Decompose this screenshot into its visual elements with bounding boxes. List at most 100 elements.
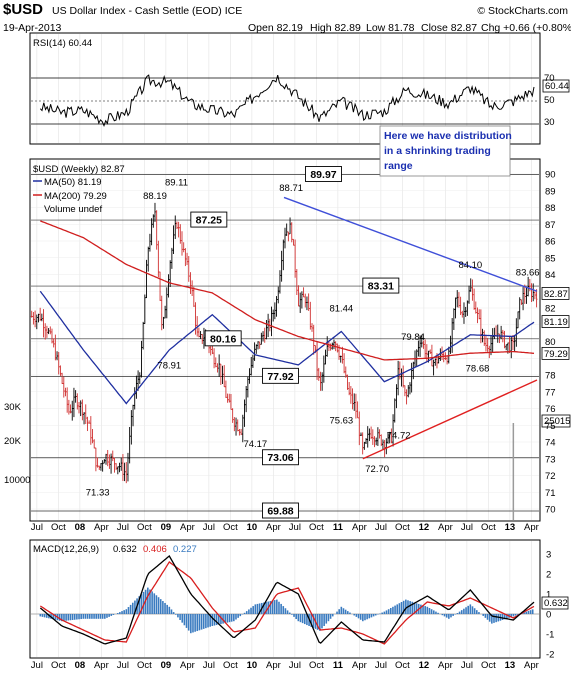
low-value: Low 81.78 (366, 22, 415, 34)
macd-panel (29, 539, 541, 659)
annotation-box (379, 125, 511, 177)
trendline-marks (283, 196, 538, 460)
x-axis-label: 12 (419, 522, 430, 533)
rsi-marks (39, 74, 535, 127)
volume-tick: 10000 (4, 475, 30, 486)
price-legend-ma200: MA(200) 79.29 (44, 191, 107, 202)
level-label: 73.06 (267, 452, 293, 464)
volume-last-value: 25015 (544, 416, 570, 427)
moving-average-marks (39, 220, 535, 405)
peak-label: 74.72 (387, 431, 411, 442)
x-axis-label: Oct (481, 660, 496, 671)
x-axis-label: Apr (94, 660, 109, 671)
x-axis-label: Apr (438, 522, 453, 533)
peak-label: 81.44 (329, 303, 353, 314)
x-axis-label: Apr (438, 660, 453, 671)
price-tick: 80 (545, 337, 556, 348)
x-axis-label: Oct (309, 522, 324, 533)
x-axis-label: 12 (419, 660, 430, 671)
macd-line (39, 555, 535, 645)
x-axis-label: Jul (31, 522, 43, 533)
rsi-tick-70: 70 (544, 73, 555, 84)
price-tick: 73 (545, 454, 556, 465)
peak-label: 84.10 (458, 260, 482, 271)
x-axis-label: Jul (31, 660, 43, 671)
x-axis-label: Jul (289, 522, 301, 533)
price-labels: 82.87 81.19 79.29 89.97 87.25 83.31 80.16 77.92… (86, 166, 570, 519)
x-axis-label: Oct (223, 660, 238, 671)
level-box (305, 166, 342, 182)
x-axis-label: 10 (247, 522, 258, 533)
price-legend-volume: Volume undef (44, 204, 102, 215)
change-value: Chg +0.66 (+0.80%) (481, 22, 571, 34)
price-tick: 86 (545, 237, 556, 248)
x-axis-label: Apr (524, 660, 539, 671)
macd-tick: 0 (546, 610, 551, 621)
level-label: 83.31 (368, 281, 394, 293)
peak-label: 74.17 (243, 439, 267, 450)
last-ma50-value-box (541, 315, 570, 328)
rsi-last-value: 60.44 (545, 81, 569, 92)
price-legend-title: $USD (Weekly) 82.87 (33, 164, 125, 175)
price-tick: 85 (545, 253, 556, 264)
x-axis-label: Apr (266, 522, 281, 533)
x-axis-labels: Jul Jul Oct Oct 08 08 Apr Apr Jul Jul Oct Oct 09 09 Ap… (31, 522, 539, 671)
rsi-last-box (542, 79, 570, 93)
price-tick: 72 (545, 471, 556, 482)
chart-symbol: $USD (3, 1, 43, 18)
x-axis-label: Apr (180, 660, 195, 671)
x-axis-label: Jul (117, 660, 129, 671)
peak-label: 75.63 (329, 416, 353, 427)
price-tick: 77 (545, 387, 556, 398)
peak-label: 83.66 (516, 267, 540, 278)
volume-marks: 30K 20K 10000 25015 (4, 402, 570, 520)
peak-label: 89.11 (165, 178, 188, 189)
price-tick: 84 (545, 270, 556, 281)
last-price-value: 82.87 (544, 289, 568, 300)
level-box (262, 449, 299, 466)
price-right-ticks: 90 89 88 87 86 85 84 82 80 78 77 76 75 74 73 72 71 70 (545, 170, 556, 516)
price-tick: 87 (545, 220, 556, 231)
x-axis-label: Jul (203, 660, 215, 671)
price-panel (29, 158, 541, 522)
x-axis-label: Jul (375, 522, 387, 533)
last-ma200-value-box (541, 346, 570, 360)
annotation-line-3: range (384, 160, 413, 172)
price-tick: 74 (545, 438, 556, 449)
peak-label: 71.33 (86, 488, 110, 499)
level-box (362, 277, 400, 294)
price-tick: 82 (545, 304, 556, 315)
x-axis-label: Oct (309, 660, 324, 671)
x-axis-label: Apr (352, 660, 367, 671)
rsi-legend: RSI(14) 60.44 (33, 38, 92, 49)
volume-tick: 20K (4, 436, 22, 447)
macd-tick: 3 (546, 550, 551, 561)
level-box (262, 367, 299, 384)
last-ma200-value: 79.29 (544, 349, 568, 360)
macd-legend-hist: 0.227 (173, 544, 197, 555)
price-legend-ma50: MA(50) 81.19 (44, 177, 102, 188)
x-axis-label: Jul (117, 522, 129, 533)
x-axis-label: Jul (375, 660, 387, 671)
macd-legend-macd: 0.632 (113, 544, 137, 555)
peak-label: 78.91 (157, 360, 181, 371)
upper-trendline (283, 196, 538, 292)
price-tick: 71 (545, 488, 556, 499)
level-label: 77.92 (267, 371, 293, 383)
x-axis-label: 10 (247, 660, 258, 671)
annotation-line-1: Here we have distribution (384, 130, 512, 142)
x-axis-label: Oct (51, 522, 66, 533)
brand-logo: © StockCharts.com (477, 5, 568, 17)
peak-label: 88.19 (143, 191, 167, 202)
x-axis-label: Apr (352, 522, 367, 533)
x-axis-label: 11 (333, 660, 344, 671)
x-axis-label: Apr (524, 522, 539, 533)
macd-tick: 2 (546, 570, 551, 581)
peak-label: 72.70 (365, 464, 389, 475)
level-label: 80.16 (210, 333, 236, 345)
x-axis-label: Oct (137, 660, 152, 671)
x-axis-label: Oct (395, 660, 410, 671)
level-box (204, 330, 242, 347)
level-box (262, 502, 299, 519)
